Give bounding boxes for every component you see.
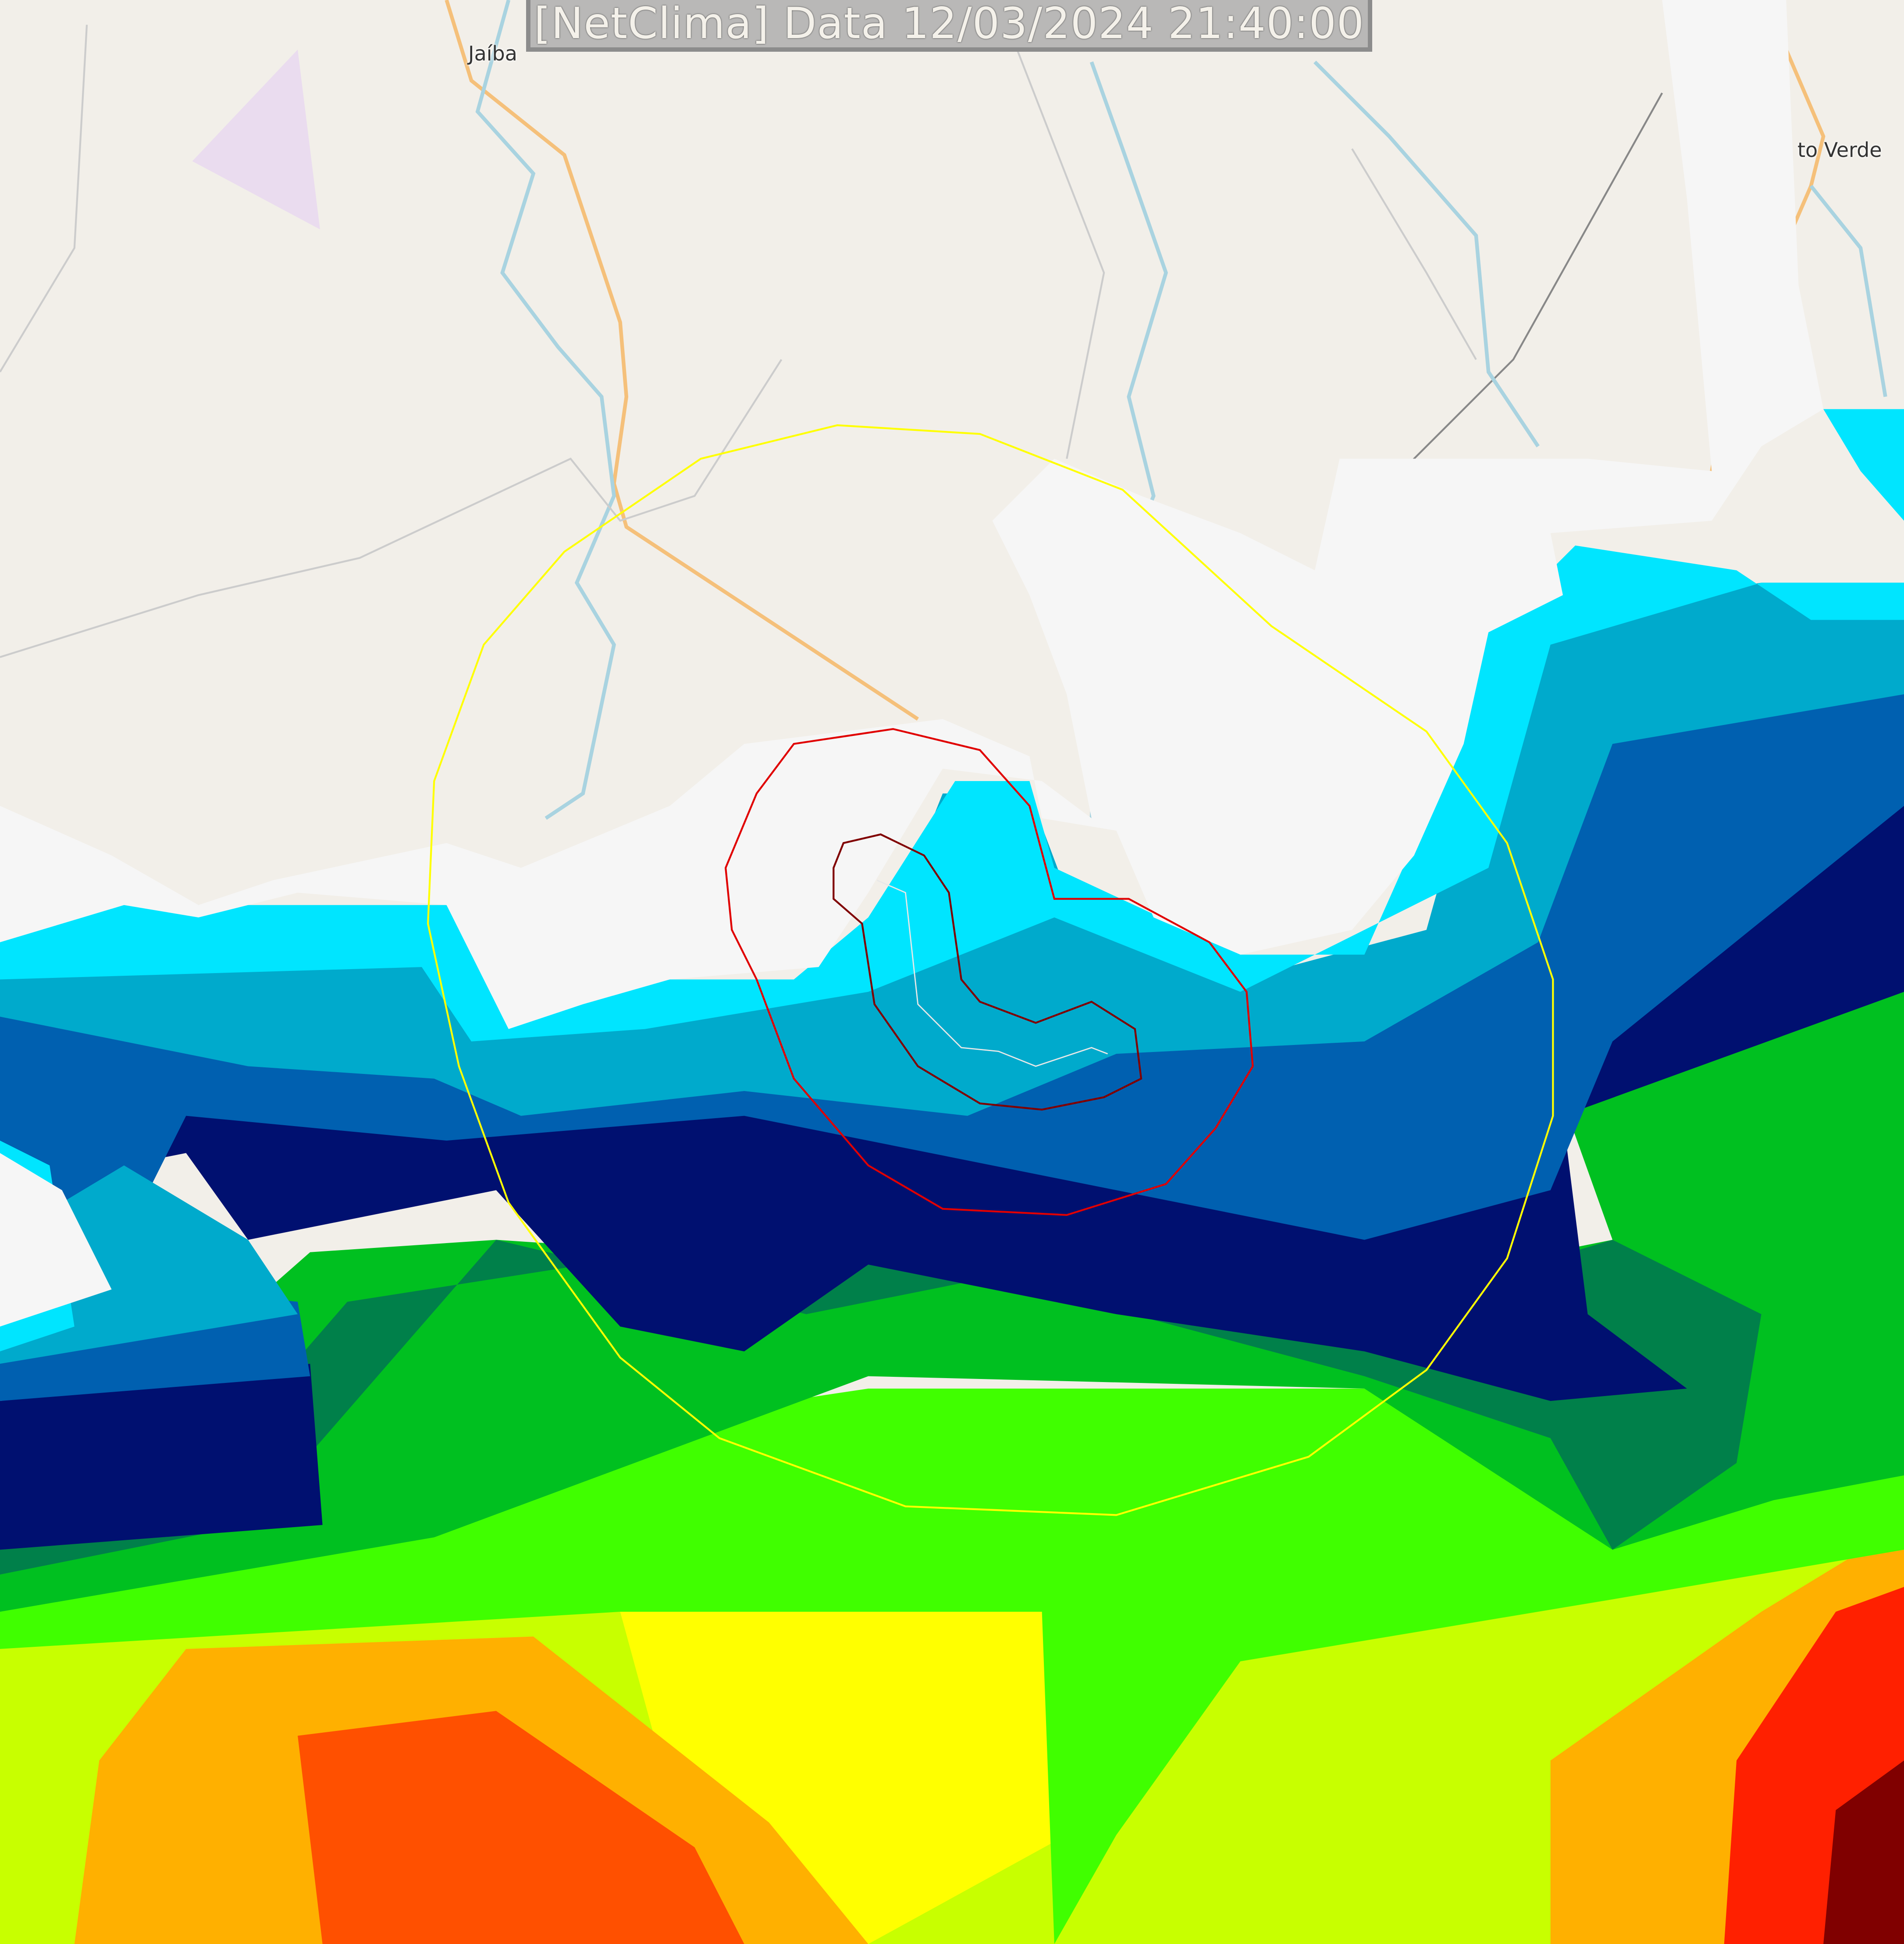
minor-road [0,25,1477,658]
cell-outline [724,728,1254,1216]
cell-core [833,833,1142,1111]
protected-area [192,50,320,230]
timestamp-title: [NetClima] Data 12/03/2024 21:40:00 [534,0,1365,49]
place-label-verde: to Verde [1797,138,1882,162]
echo-band-darkred [1823,1760,1904,1944]
echo-band-white [0,0,1824,1029]
river [475,0,616,820]
echo-band-cyan [0,409,1904,1041]
storm-track [876,879,1108,1067]
echo-band-blue [0,644,1904,1265]
echo-band-green-bright [0,1388,1904,1944]
timestamp-banner: [NetClima] Data 12/03/2024 21:40:00 [526,0,1372,52]
range-ring [427,424,1554,1516]
echo-band-red-orange [298,1711,744,1944]
river [1809,185,1887,397]
echo-band-navy [0,793,1904,1401]
place-label-jaiba: Jaíba [468,42,517,65]
river [1313,60,1540,448]
